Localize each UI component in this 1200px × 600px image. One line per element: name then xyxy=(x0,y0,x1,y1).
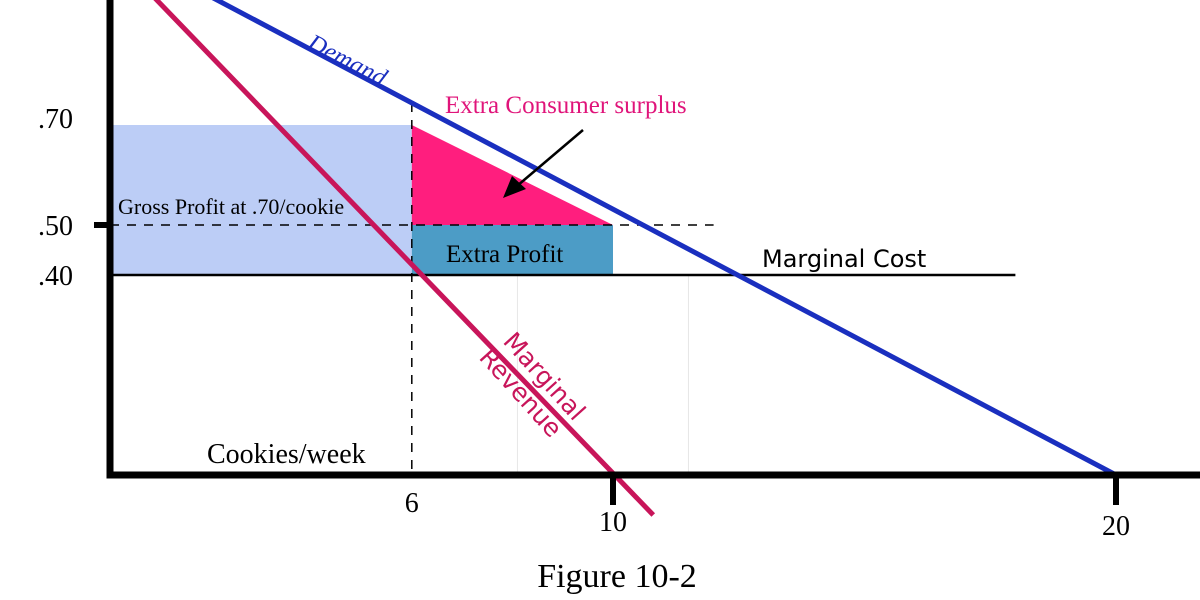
annotations: Demand Extra Consumer surplus Gross Prof… xyxy=(118,29,926,595)
extra-consumer-surplus-region xyxy=(411,125,613,225)
arrow-line xyxy=(516,129,584,187)
tick-marks xyxy=(94,222,1119,505)
axes xyxy=(106,0,1200,479)
regions xyxy=(110,125,613,275)
gross-profit-label: Gross Profit at .70/cookie xyxy=(118,194,344,219)
y-tick-label-050: .50 xyxy=(38,211,73,242)
y-tick-label-070: .70 xyxy=(38,104,73,135)
arrow-head-icon xyxy=(503,176,526,198)
extra-profit-region xyxy=(411,225,613,275)
x-axis-label: Cookies/week xyxy=(207,439,366,470)
x-tick-label-6: 6 xyxy=(405,488,419,519)
x-tick-label-10: 10 xyxy=(599,507,627,538)
y-tick-label-040: .40 xyxy=(38,261,73,292)
figure-caption: Figure 10-2 xyxy=(537,558,697,595)
marginal-revenue-line xyxy=(153,0,656,517)
extra-profit-label: Extra Profit xyxy=(446,241,563,268)
marginal-cost-label: Marginal Cost xyxy=(762,245,926,273)
demand-line xyxy=(211,0,1118,478)
demand-label: Demand xyxy=(302,29,391,92)
x-tick-label-20: 20 xyxy=(1102,511,1130,542)
tick-labels: .70 .50 .40 6 10 20 xyxy=(38,104,1130,542)
gross-profit-region xyxy=(110,125,412,275)
series xyxy=(110,0,1118,517)
extra-consumer-surplus-label: Extra Consumer surplus xyxy=(445,92,687,119)
